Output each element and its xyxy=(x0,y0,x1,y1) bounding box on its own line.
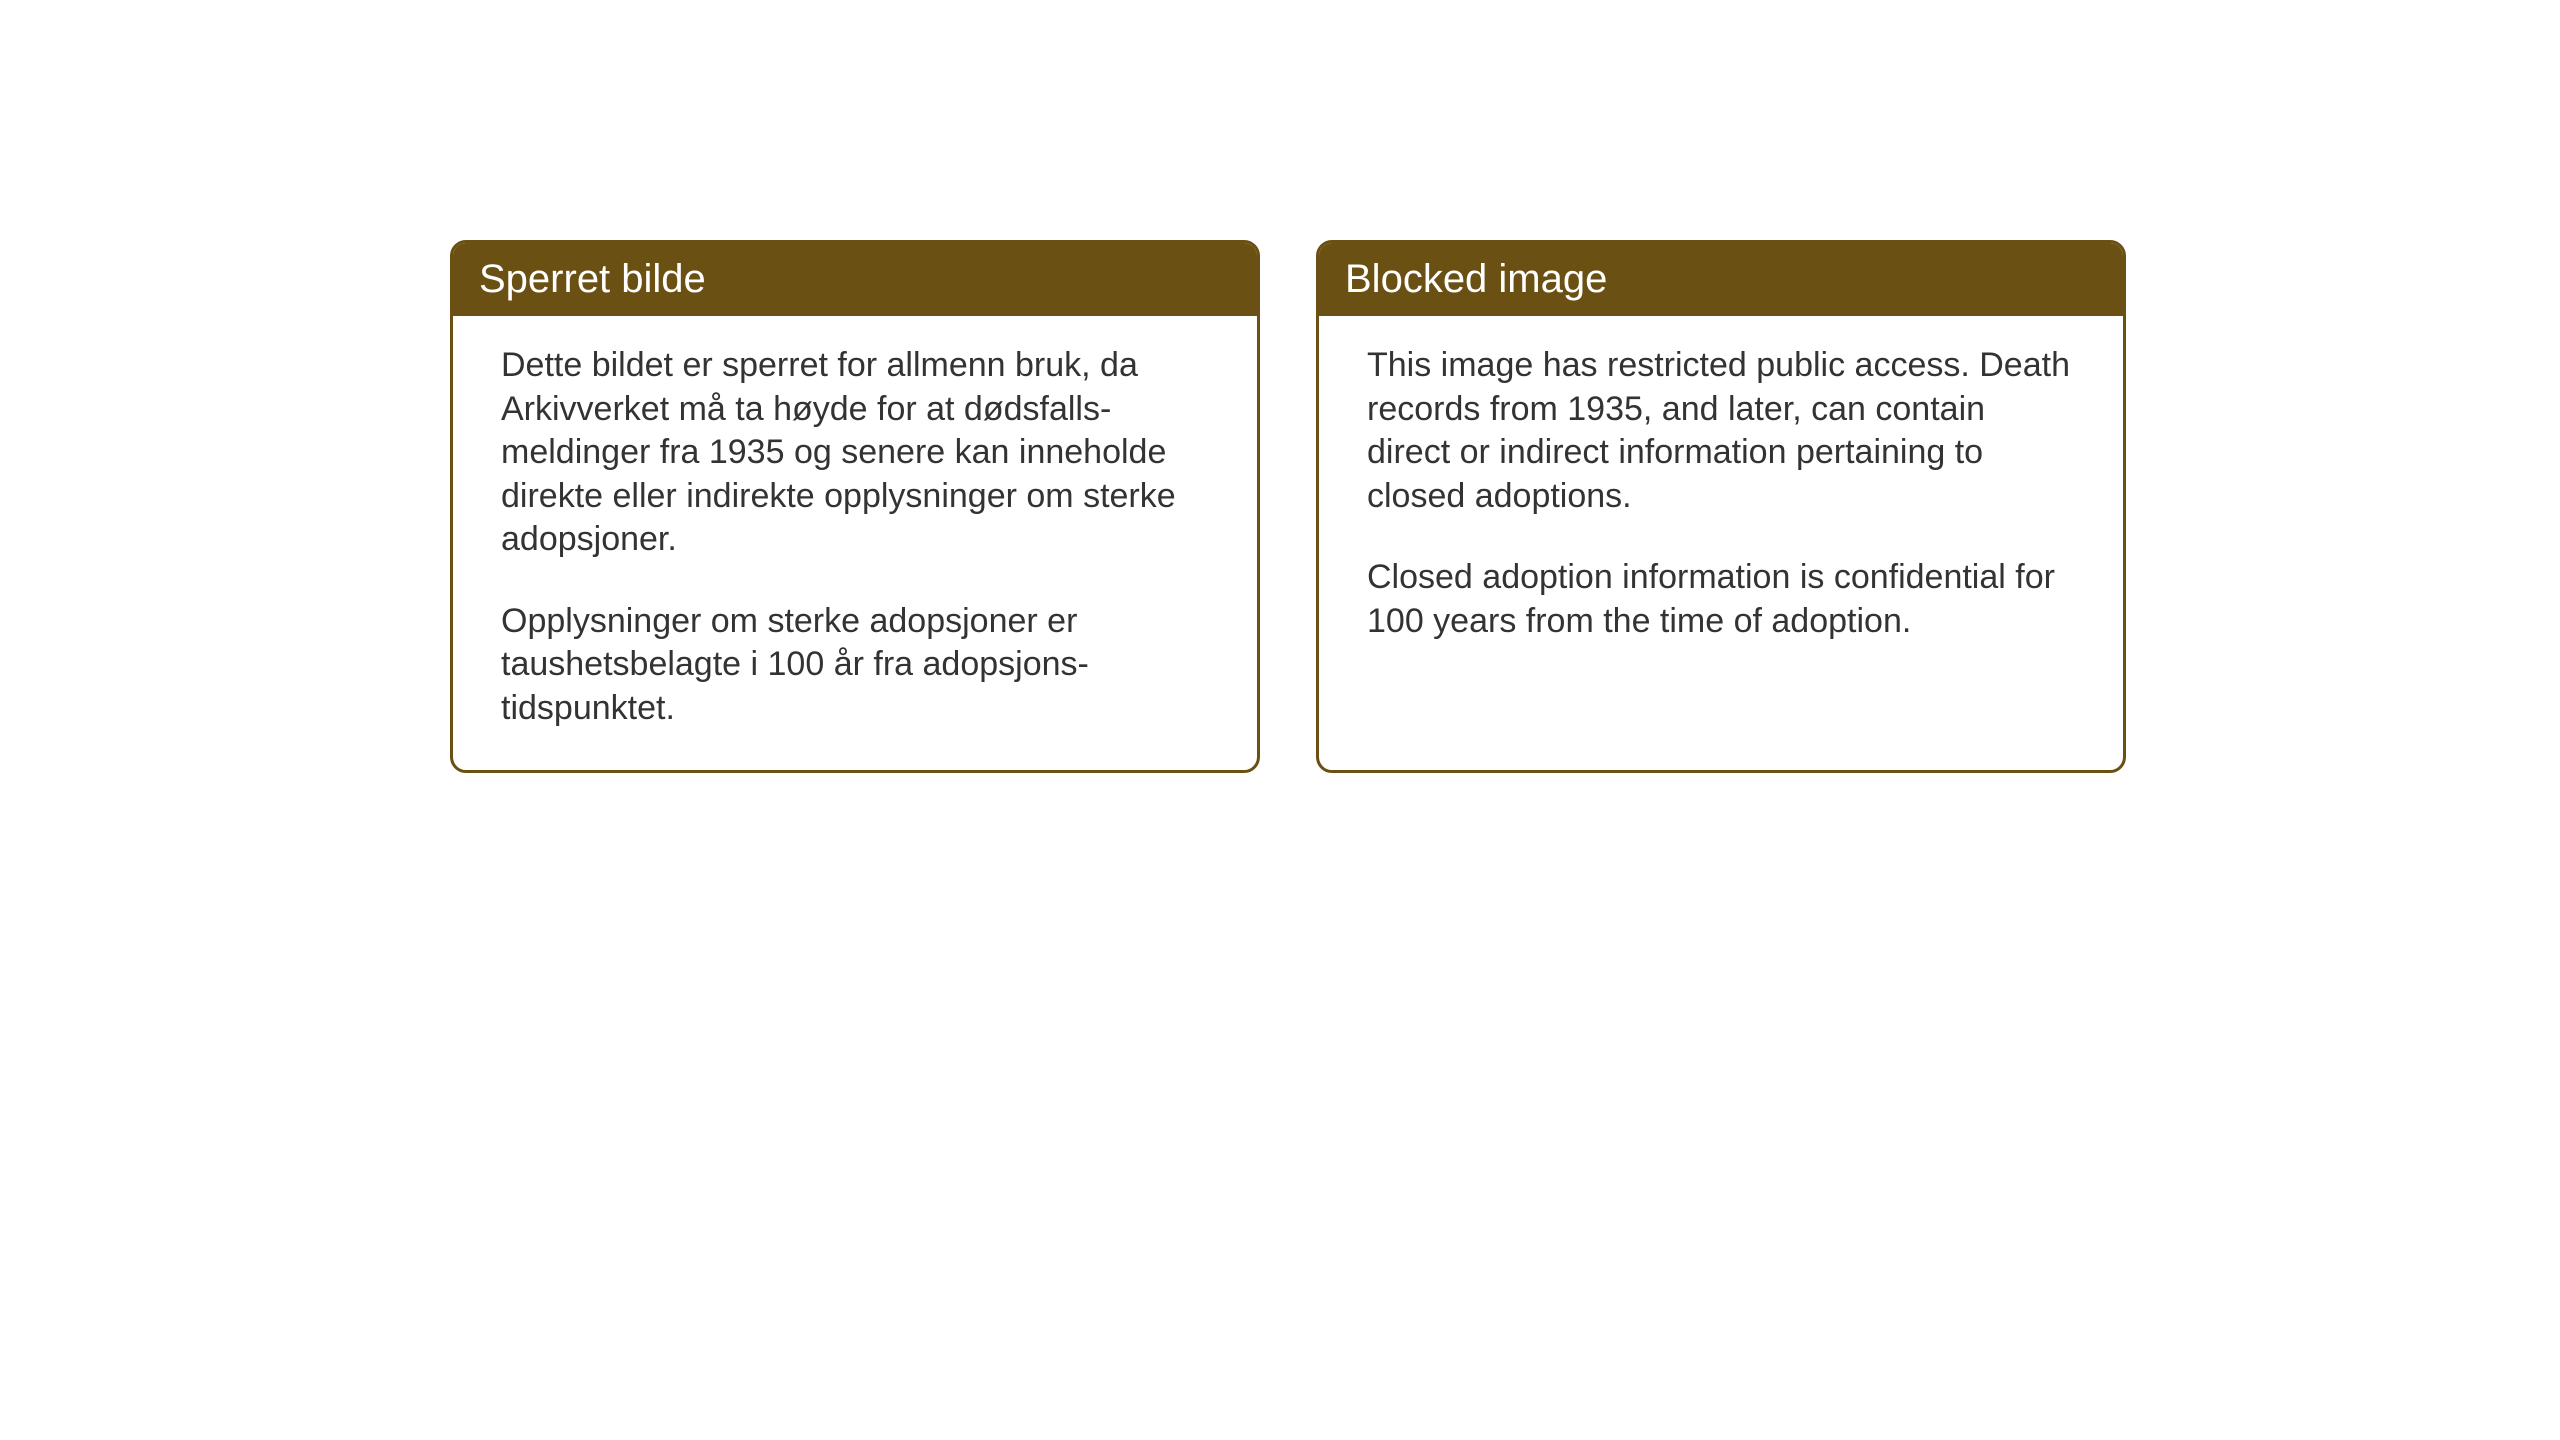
card-paragraph: Closed adoption information is confident… xyxy=(1367,556,2075,643)
card-header-english: Blocked image xyxy=(1319,243,2123,316)
card-paragraph: Opplysninger om sterke adopsjoner er tau… xyxy=(501,600,1209,731)
card-paragraph: Dette bildet er sperret for allmenn bruk… xyxy=(501,344,1209,562)
card-paragraph: This image has restricted public access.… xyxy=(1367,344,2075,518)
card-title: Blocked image xyxy=(1345,257,1607,301)
card-title: Sperret bilde xyxy=(479,257,706,301)
card-body-norwegian: Dette bildet er sperret for allmenn bruk… xyxy=(453,316,1257,770)
card-header-norwegian: Sperret bilde xyxy=(453,243,1257,316)
card-body-english: This image has restricted public access.… xyxy=(1319,316,2123,726)
notice-card-english: Blocked image This image has restricted … xyxy=(1316,240,2126,773)
notice-card-norwegian: Sperret bilde Dette bildet er sperret fo… xyxy=(450,240,1260,773)
notice-container: Sperret bilde Dette bildet er sperret fo… xyxy=(450,240,2126,773)
